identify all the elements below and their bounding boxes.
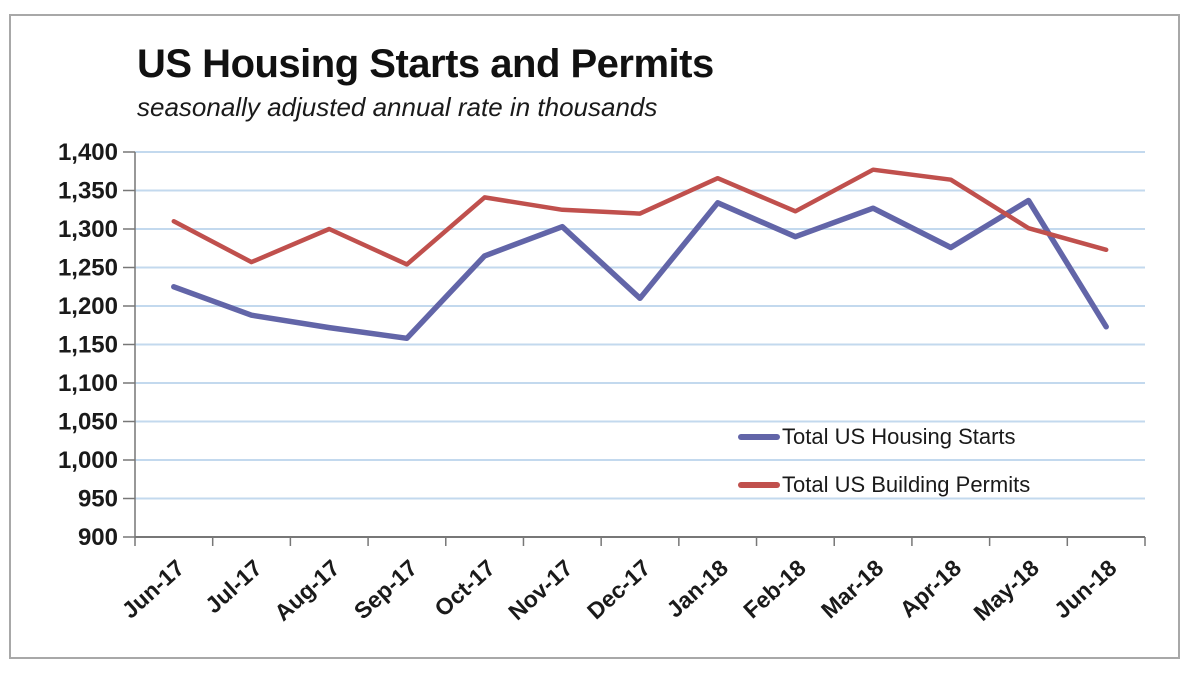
legend-label-building-permits: Total US Building Permits [782,472,1031,497]
x-axis-tick-label: Jun-18 [1049,554,1122,623]
chart-border-frame [9,14,1180,659]
x-axis-tick-label: Oct-17 [429,554,500,621]
y-axis-tick-label: 1,000 [58,447,118,474]
y-axis-tick-label: 900 [78,524,118,551]
y-axis-tick-label: 1,150 [58,332,118,359]
chart-title: US Housing Starts and Permits [137,42,714,86]
building-permits-line-swatch [738,482,780,488]
x-axis-tick-label: Sep-17 [349,554,422,624]
chart-subtitle: seasonally adjusted annual rate in thous… [137,92,658,122]
housing-starts-line-swatch [738,434,780,440]
y-axis-tick-label: 1,350 [58,178,118,205]
legend-item-housing-starts: Total US Housing Starts [738,424,1016,450]
x-axis-tick-label: Jul-17 [200,554,267,618]
y-axis-tick-label: 1,200 [58,293,118,320]
housing-starts-series-line [171,197,1109,342]
x-axis-tick-label: Mar-18 [816,554,889,623]
y-axis-tick-label: 1,250 [58,255,118,282]
x-axis-tick-label: Jan-18 [661,554,733,622]
x-axis-tick-label: Dec-17 [582,554,655,624]
x-axis-tick-label: Jun-17 [117,554,189,623]
legend-item-building-permits: Total US Building Permits [738,472,1030,498]
y-axis-tick-label: 1,400 [58,139,118,166]
y-axis-tick-label: 1,300 [58,216,118,243]
x-axis-tick-label: Feb-18 [738,554,811,623]
x-axis-tick-label: Aug-17 [269,554,344,625]
y-axis-tick-label: 1,100 [58,370,118,397]
legend-label-housing-starts: Total US Housing Starts [782,424,1016,449]
y-axis-tick-label: 1,050 [58,409,118,436]
building-permits-series-line [171,167,1109,267]
x-axis-tick-label: Nov-17 [503,554,577,625]
y-axis-tick-label: 950 [78,486,118,513]
x-axis-tick-label: Apr-18 [895,554,967,622]
x-axis-tick-label: May-18 [968,554,1044,626]
